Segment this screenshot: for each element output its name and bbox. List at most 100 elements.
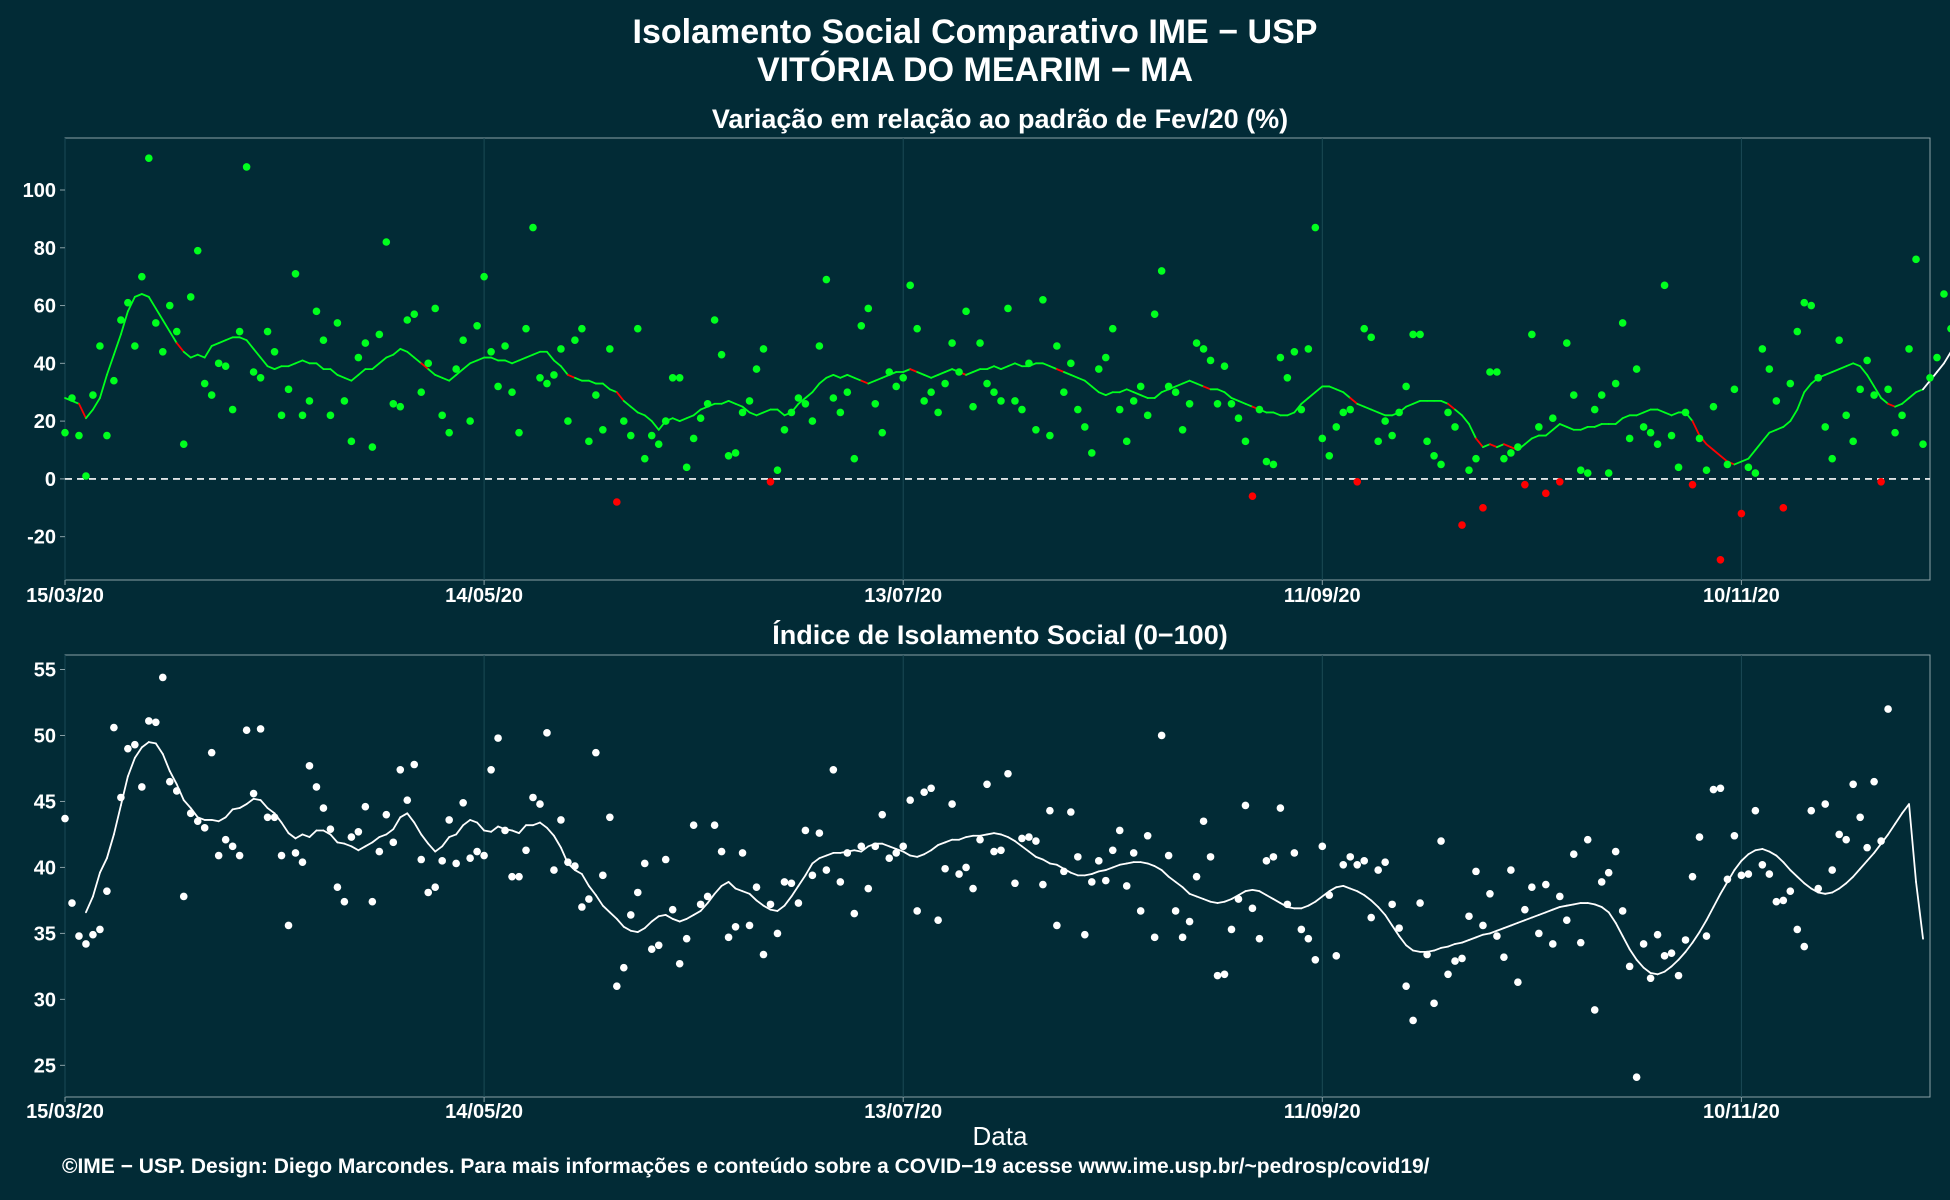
moving-average-segment bbox=[420, 362, 430, 371]
data-point bbox=[1688, 480, 1697, 489]
moving-average-segment bbox=[238, 336, 248, 342]
moving-average-segment bbox=[944, 368, 953, 373]
moving-average-segment bbox=[685, 414, 695, 420]
data-point bbox=[172, 327, 181, 336]
data-point bbox=[822, 866, 831, 874]
moving-average-segment bbox=[1251, 888, 1261, 893]
data-point bbox=[815, 342, 824, 350]
data-point bbox=[1025, 833, 1033, 841]
x-tick-label: 11/09/20 bbox=[1284, 585, 1361, 607]
moving-average-segment bbox=[1635, 411, 1645, 417]
data-point bbox=[1171, 388, 1180, 397]
moving-average-segment bbox=[1838, 882, 1848, 890]
data-point bbox=[864, 304, 873, 313]
plot-frame bbox=[64, 654, 1931, 1098]
data-point bbox=[1290, 849, 1299, 857]
data-point bbox=[661, 417, 670, 425]
moving-average-segment bbox=[1307, 391, 1317, 399]
moving-average-segment bbox=[888, 845, 898, 850]
data-point bbox=[1381, 417, 1389, 425]
data-point bbox=[1353, 860, 1362, 869]
data-point bbox=[1360, 324, 1369, 333]
moving-average-segment bbox=[853, 849, 863, 853]
data-point bbox=[948, 339, 956, 347]
data-point bbox=[1402, 982, 1410, 990]
moving-average-segment bbox=[811, 857, 821, 865]
data-point bbox=[1220, 362, 1229, 371]
moving-average-segment bbox=[1908, 803, 1917, 883]
data-point bbox=[906, 281, 914, 290]
moving-average-segment bbox=[1852, 362, 1862, 368]
data-point bbox=[675, 373, 684, 382]
moving-average-segment bbox=[748, 892, 758, 902]
moving-average-segment bbox=[1530, 914, 1540, 919]
data-point bbox=[1074, 405, 1082, 414]
moving-average-segment bbox=[1118, 388, 1128, 394]
data-point bbox=[1569, 391, 1578, 399]
data-point bbox=[1283, 373, 1292, 382]
y-tick-label: 50 bbox=[34, 725, 56, 747]
moving-average-segment bbox=[553, 359, 562, 368]
moving-average-segment bbox=[1496, 927, 1505, 932]
data-point bbox=[1409, 330, 1417, 339]
data-point bbox=[976, 835, 984, 844]
moving-average-segment bbox=[1747, 849, 1757, 856]
moving-average-segment bbox=[266, 365, 276, 371]
data-point bbox=[326, 825, 335, 833]
data-point bbox=[829, 394, 838, 402]
data-point bbox=[1583, 469, 1592, 477]
data-point bbox=[913, 324, 921, 333]
data-point bbox=[214, 851, 223, 860]
data-point bbox=[1514, 443, 1522, 451]
data-point bbox=[1046, 806, 1054, 815]
data-point bbox=[1046, 431, 1054, 440]
data-point bbox=[1248, 492, 1257, 501]
data-point bbox=[1653, 440, 1662, 449]
moving-average-segment bbox=[1719, 881, 1729, 895]
data-point bbox=[1136, 382, 1145, 391]
data-point bbox=[1507, 866, 1515, 874]
moving-average-segment bbox=[748, 411, 758, 417]
data-point bbox=[1877, 477, 1885, 486]
moving-average-segment bbox=[909, 368, 919, 373]
moving-average-segment bbox=[699, 902, 709, 912]
moving-average-segment bbox=[217, 339, 227, 345]
moving-average-segment bbox=[217, 816, 227, 823]
moving-average-segment bbox=[525, 353, 534, 359]
data-point bbox=[626, 431, 635, 440]
data-point bbox=[263, 813, 272, 822]
moving-average-segment bbox=[1174, 881, 1184, 889]
moving-average-segment bbox=[601, 904, 611, 914]
y-tick-label: 45 bbox=[34, 791, 56, 813]
data-point bbox=[438, 411, 446, 420]
moving-average-segment bbox=[1516, 919, 1526, 924]
moving-average-segment bbox=[154, 307, 164, 321]
data-point bbox=[1870, 391, 1878, 399]
data-point bbox=[1004, 769, 1012, 778]
moving-average-segment bbox=[1754, 848, 1764, 852]
data-point bbox=[1367, 333, 1375, 342]
data-point bbox=[794, 899, 803, 907]
data-point bbox=[1779, 503, 1788, 512]
moving-average-segment bbox=[1328, 385, 1338, 391]
data-point bbox=[1618, 319, 1627, 327]
moving-average-segment bbox=[1188, 379, 1198, 385]
moving-average-segment bbox=[518, 356, 527, 362]
moving-average-segment bbox=[636, 927, 646, 933]
moving-average-segment bbox=[1663, 965, 1673, 973]
moving-average-segment bbox=[755, 899, 765, 907]
moving-average-segment bbox=[469, 359, 479, 365]
moving-average-segment bbox=[1894, 402, 1903, 408]
data-point bbox=[599, 871, 607, 880]
moving-average-segment bbox=[399, 812, 409, 819]
data-point bbox=[138, 272, 146, 281]
data-point bbox=[703, 892, 712, 901]
data-point bbox=[990, 847, 998, 856]
data-point bbox=[1444, 408, 1452, 417]
moving-average-segment bbox=[1398, 935, 1408, 947]
data-point bbox=[1751, 469, 1760, 477]
moving-average-segment bbox=[1866, 852, 1876, 862]
data-point bbox=[871, 842, 880, 851]
moving-average-segment bbox=[1069, 373, 1079, 379]
